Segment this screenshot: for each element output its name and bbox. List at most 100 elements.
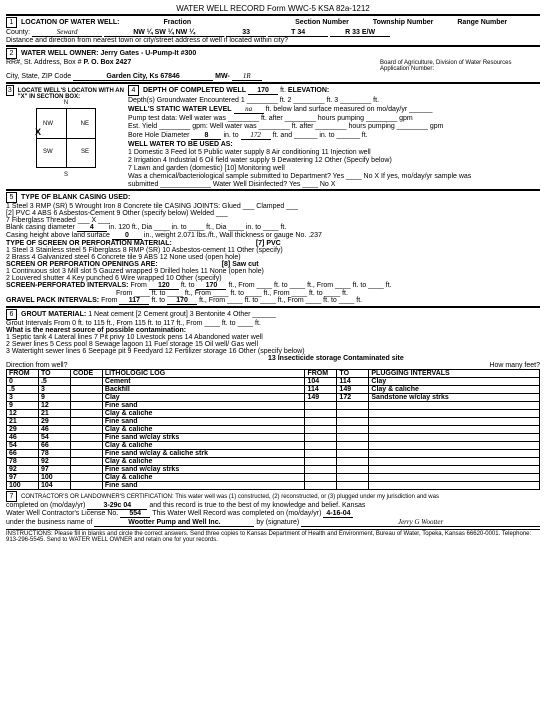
casing-dia-label: Blank casing diameter [6,224,75,231]
table-cell [305,402,337,410]
screen-label: TYPE OF SCREEN OR PERFORATION MATERIAL: [6,240,172,247]
perf-label: SCREEN-PERFORATED INTERVALS: [6,282,129,289]
lbl-ne: NE [81,121,89,127]
table-cell: Fine sand [102,418,305,426]
lbl-sw: SW [43,149,53,155]
casing-dia-rest: in. 120 ft., Dia ____ in. to ____ ft., D… [109,224,286,231]
table-cell: 54 [7,442,39,450]
table-cell: .5 [7,386,39,394]
lbl-nw: NW [43,121,53,127]
casing-h-label: Casing height above land surface [6,232,110,239]
static-label: WELL'S STATIC WATER LEVEL [128,106,232,113]
table-cell: 100 [7,482,39,490]
table-cell: Fine sand w/clay strks [102,466,305,474]
table-cell [337,426,369,434]
table-row: 7892Clay & caliche [7,458,540,466]
fraction-label: Fraction [164,19,192,26]
casing-opts3: 7 Fiberglass Threaded ___ X ___ [6,217,540,224]
fraction-value: NW ¼ SW ¼ NW ¼ [104,29,224,37]
static-txt: ft. below land surface measured on mo/da… [266,106,433,113]
table-row: 0.5Cement104114Clay [7,378,540,386]
table-cell: Cement [102,378,305,386]
table-cell: 100 [38,474,70,482]
table-cell [337,418,369,426]
sec2-num: 2 [6,48,17,59]
dir-label: Direction from well? [6,362,67,369]
log-col: TO [337,370,369,378]
grout-int: Grout Intervals From 0 ft. to 115 ft., F… [6,320,540,327]
screen-opts2: 2 Brass 4 Galvanized steel 6 Concrete ti… [6,254,540,261]
sec1-label: LOCATION OF WATER WELL: [21,19,120,26]
table-cell: 78 [38,450,70,458]
elev-label: ELEVATION: [288,87,329,94]
bore-to-lbl: in. to [223,132,238,139]
table-row: 2946Clay & caliche [7,426,540,434]
table-cell: Fine sand [102,482,305,490]
casing-opts2: [2] PVC 4 ABS 6 Asbestos-Cement 9 Other … [6,210,540,217]
table-cell: 9 [38,394,70,402]
signature[interactable]: Jerry G Wootter [301,518,540,527]
table-cell [305,442,337,450]
uses2: 2 Irrigation 4 Industrial 6 Oil field wa… [128,157,540,164]
county-label: County: [6,29,30,36]
contam-label: What is the nearest source of possible c… [6,327,540,334]
uses: 1 Domestic 3 Feed lot 5 Public water sup… [128,149,540,156]
table-cell [70,482,102,490]
log-col: FROM [305,370,337,378]
static-value[interactable]: na [234,105,264,114]
mw-value[interactable]: 1R [232,72,262,81]
table-cell [337,458,369,466]
section-box[interactable]: NW NE SW SE X [36,108,96,168]
perf-to: 170 [196,282,226,290]
contam-opts2: 2 Sewer lines 5 Cess pool 8 Sewage lagoo… [6,341,540,348]
sig-label: by (signature) [256,519,299,526]
table-cell [305,482,337,490]
table-row: 39Clay149172Sandstone w/clay strks [7,394,540,402]
sec3-num: 3 [6,85,14,96]
bore-rest: ft. and ______ in. to ______ ft. [273,132,368,139]
perf-from: 120 [149,282,179,290]
sec5-label: TYPE OF BLANK CASING USED: [21,194,130,201]
table-cell: Backfill [102,386,305,394]
uses3: 7 Lawn and garden (domestic) [10] Monito… [128,165,540,172]
range-value: R 33 E/W [330,29,390,37]
lithologic-table: FROMTOCODELITHOLOGIC LOGFROMTOPLUGGING I… [6,369,540,490]
log-col: LITHOLOGIC LOG [102,370,305,378]
rr-value: P. O. Box 2427 [83,59,378,66]
table-cell: Clay & caliche [102,410,305,418]
table-cell: 78 [7,458,39,466]
table-cell [337,410,369,418]
table-cell [70,458,102,466]
table-cell [70,442,102,450]
distance-q: Distance and direction from nearest town… [6,37,288,44]
table-cell [305,450,337,458]
table-cell [70,466,102,474]
sec6-num: 6 [6,309,17,320]
table-cell: Clay & caliche [102,458,305,466]
casing-dia: 4 [77,224,107,232]
section-value: 33 [226,29,266,37]
sec4-num: 4 [128,85,139,96]
table-cell [70,386,102,394]
table-cell: Clay [369,378,540,386]
table-cell [369,442,540,450]
depths-gw: Depth(s) Groundwater Encountered 1 _____… [128,97,540,104]
rr-label: RR#, St. Address, Box # [6,59,81,66]
table-cell [369,402,540,410]
use-label: WELL WATER TO BE USED AS: [128,141,540,148]
open-opts2: 2 Louvered shutter 4 Key punched 6 Wire … [6,275,540,282]
cert-rest: and this record is true to the best of m… [149,502,365,509]
est-txt: Est. Yield ________ gpm: Well water was … [128,123,540,130]
county-value[interactable]: Seward [32,28,102,37]
table-cell [305,466,337,474]
bore-to-val[interactable]: 172 [241,131,271,140]
table-cell [337,434,369,442]
lic-label: Water Well Contractor's License No. [6,510,118,517]
sec7-label: CONTRACTOR'S OR LANDOWNER'S CERTIFICATIO… [21,494,439,500]
table-cell: 29 [7,426,39,434]
table-cell [369,458,540,466]
table-cell [337,466,369,474]
table-cell: .5 [38,378,70,386]
table-cell: 97 [7,474,39,482]
table-cell [305,410,337,418]
